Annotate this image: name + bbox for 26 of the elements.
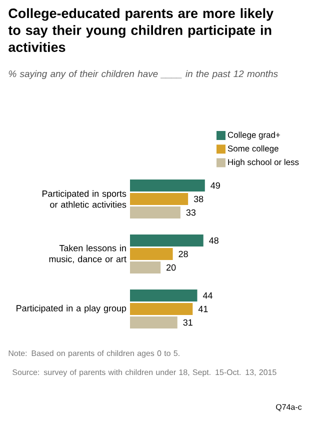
legend-label: College grad+ bbox=[228, 132, 280, 140]
data-label: 20 bbox=[166, 264, 176, 271]
data-label: 38 bbox=[194, 196, 204, 202]
data-label: 44 bbox=[202, 292, 212, 299]
data-label: 41 bbox=[198, 306, 208, 312]
legend-label: Some college bbox=[228, 145, 278, 154]
legend-label: High school or less bbox=[228, 158, 299, 167]
y-tick-label: Participated in a play group bbox=[16, 304, 126, 314]
bar bbox=[130, 193, 188, 206]
bar bbox=[130, 262, 161, 274]
y-tick-label: Participated in sports or athletic activities bbox=[42, 190, 126, 208]
data-label: 48 bbox=[209, 237, 218, 244]
y-tick-label: Taken lessons in music, dance or art bbox=[49, 244, 126, 264]
bar bbox=[130, 234, 204, 246]
data-label: 49 bbox=[210, 182, 220, 189]
data-label: 31 bbox=[183, 319, 192, 326]
chart-title: College-educated parents are more likely to say their young children participate in activities bbox=[8, 8, 274, 52]
bar bbox=[130, 316, 178, 328]
chart-subtitle: % saying any of their children have ____ in the past 12 months bbox=[8, 70, 278, 80]
bar bbox=[130, 180, 205, 192]
bar bbox=[130, 206, 180, 219]
bar bbox=[130, 248, 173, 260]
data-label: 28 bbox=[178, 250, 188, 258]
bar bbox=[130, 290, 198, 302]
data-label: 33 bbox=[186, 209, 196, 216]
bar bbox=[130, 303, 193, 315]
